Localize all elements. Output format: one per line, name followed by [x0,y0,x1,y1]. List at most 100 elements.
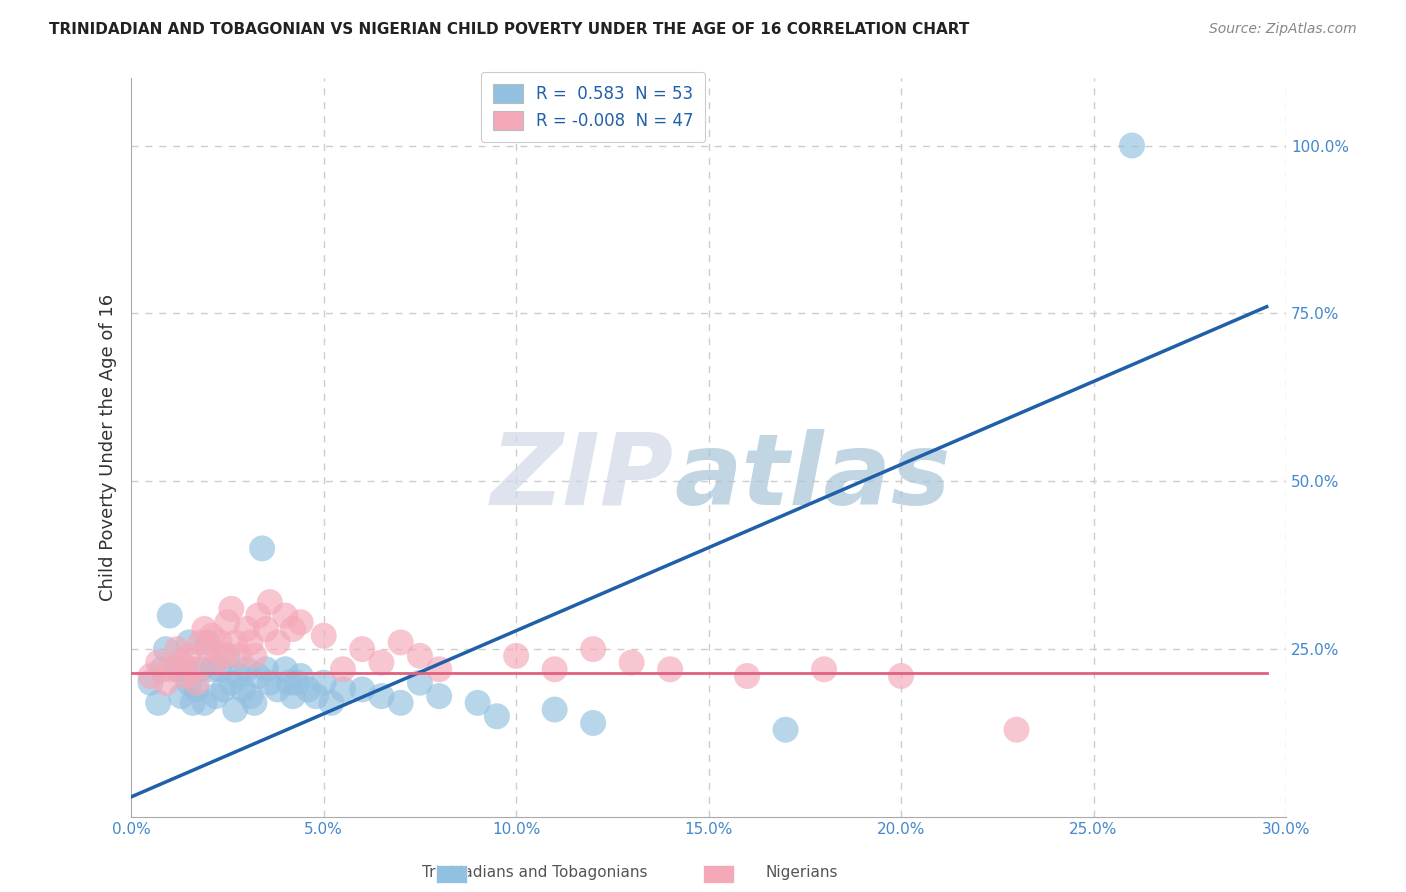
Point [370,689,392,703]
Point [370,656,392,670]
Point [181,696,204,710]
Point [505,648,527,663]
Point [177,635,200,649]
Point [150,662,173,676]
Point [305,689,328,703]
Point [281,689,304,703]
Point [813,662,835,676]
Point [259,595,281,609]
Point [659,662,682,676]
Point [1121,138,1143,153]
Point [190,635,212,649]
Point [224,635,246,649]
Point [409,675,432,690]
Point [217,615,239,630]
Point [174,669,197,683]
Point [170,656,193,670]
Point [266,635,288,649]
Point [321,696,343,710]
Text: ZIP: ZIP [491,429,673,525]
Point [228,648,250,663]
Point [174,662,197,676]
Point [297,682,319,697]
Point [190,662,212,676]
Point [139,669,162,683]
Point [467,696,489,710]
Point [312,629,335,643]
Text: Source: ZipAtlas.com: Source: ZipAtlas.com [1209,22,1357,37]
Point [201,629,224,643]
Point [285,675,308,690]
Point [247,669,270,683]
Point [332,662,354,676]
Point [193,696,215,710]
Point [254,622,277,636]
Point [235,662,257,676]
Point [197,642,219,657]
Text: atlas: atlas [673,429,950,525]
Point [181,662,204,676]
Point [170,689,193,703]
Point [290,615,312,630]
Point [166,662,188,676]
Point [312,675,335,690]
Point [155,675,177,690]
Point [201,662,224,676]
Point [1005,723,1028,737]
Point [148,656,170,670]
Point [389,696,412,710]
Point [890,669,912,683]
Point [166,642,188,657]
Point [148,696,170,710]
Point [274,662,297,676]
Point [259,675,281,690]
Point [278,675,301,690]
Point [177,648,200,663]
Point [620,656,643,670]
Point [155,642,177,657]
Point [205,656,228,670]
Point [281,622,304,636]
Point [186,682,208,697]
Point [205,689,228,703]
Point [243,648,266,663]
Point [735,669,758,683]
Point [427,689,450,703]
Point [239,635,262,649]
Point [186,675,208,690]
Point [250,541,273,556]
Point [247,608,270,623]
Text: Trinidadians and Tobagonians: Trinidadians and Tobagonians [422,865,647,880]
Point [582,642,605,657]
Text: TRINIDADIAN AND TOBAGONIAN VS NIGERIAN CHILD POVERTY UNDER THE AGE OF 16 CORRELA: TRINIDADIAN AND TOBAGONIAN VS NIGERIAN C… [49,22,970,37]
Point [208,662,231,676]
Point [221,602,243,616]
Point [212,682,235,697]
Point [254,662,277,676]
Point [243,696,266,710]
Point [177,675,200,690]
Point [427,662,450,676]
Point [239,689,262,703]
Point [543,662,565,676]
Point [217,648,239,663]
Point [389,635,412,649]
Point [266,682,288,697]
Point [159,662,181,676]
Point [212,648,235,663]
Point [228,669,250,683]
Point [352,642,374,657]
Point [409,648,432,663]
Point [274,608,297,623]
Point [582,716,605,731]
Point [159,608,181,623]
Point [352,682,374,697]
Point [221,675,243,690]
Point [775,723,797,737]
Point [543,702,565,716]
Point [485,709,508,723]
Point [208,635,231,649]
Point [332,682,354,697]
Point [224,702,246,716]
Text: Nigerians: Nigerians [765,865,838,880]
